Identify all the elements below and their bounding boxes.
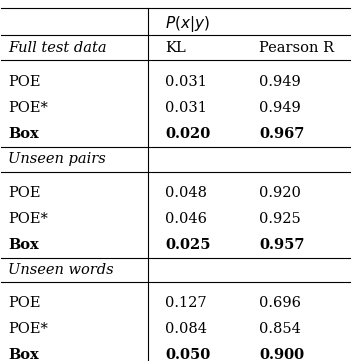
- Text: 0.031: 0.031: [165, 75, 207, 90]
- Text: 0.025: 0.025: [165, 238, 211, 252]
- Text: Box: Box: [9, 348, 39, 361]
- Text: 0.696: 0.696: [260, 296, 301, 310]
- Text: 0.046: 0.046: [165, 212, 207, 226]
- Text: 0.084: 0.084: [165, 322, 207, 336]
- Text: POE*: POE*: [9, 212, 48, 226]
- Text: 0.050: 0.050: [165, 348, 211, 361]
- Text: POE: POE: [9, 75, 41, 90]
- Text: POE: POE: [9, 186, 41, 200]
- Text: 0.949: 0.949: [260, 75, 301, 90]
- Text: POE: POE: [9, 296, 41, 310]
- Text: 0.925: 0.925: [260, 212, 301, 226]
- Text: $P(x|y)$: $P(x|y)$: [165, 13, 210, 34]
- Text: Unseen words: Unseen words: [9, 263, 114, 277]
- Text: 0.020: 0.020: [165, 127, 211, 141]
- Text: 0.031: 0.031: [165, 101, 207, 116]
- Text: 0.900: 0.900: [260, 348, 305, 361]
- Text: 0.127: 0.127: [165, 296, 207, 310]
- Text: KL: KL: [165, 42, 186, 55]
- Text: 0.949: 0.949: [260, 101, 301, 116]
- Text: 0.920: 0.920: [260, 186, 301, 200]
- Text: Full test data: Full test data: [9, 42, 107, 55]
- Text: Box: Box: [9, 127, 39, 141]
- Text: 0.967: 0.967: [260, 127, 305, 141]
- Text: 0.957: 0.957: [260, 238, 305, 252]
- Text: POE*: POE*: [9, 101, 48, 116]
- Text: Box: Box: [9, 238, 39, 252]
- Text: 0.854: 0.854: [260, 322, 301, 336]
- Text: Pearson R: Pearson R: [260, 42, 334, 55]
- Text: 0.048: 0.048: [165, 186, 207, 200]
- Text: Unseen pairs: Unseen pairs: [9, 152, 106, 166]
- Text: POE*: POE*: [9, 322, 48, 336]
